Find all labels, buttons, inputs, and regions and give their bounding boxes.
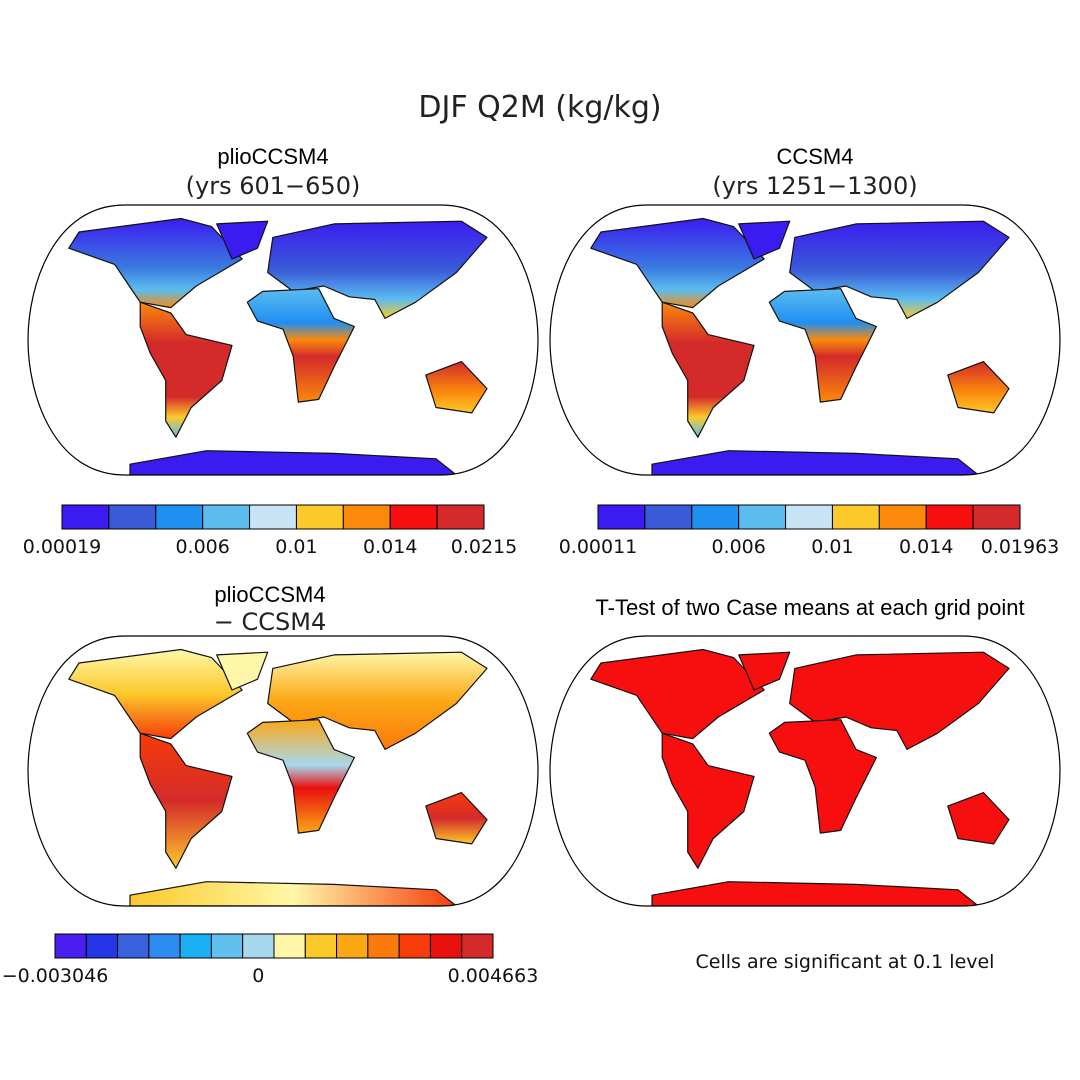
colorbar-label: 0.01: [275, 536, 317, 558]
colorbar-swatch: [436, 504, 485, 530]
map-panel: plioCCSM4 (yrs 601−650) 0.00019 0.006 0.01 0.…: [23, 144, 539, 558]
land: [590, 217, 1010, 475]
map-panel: CCSM4 (yrs 1251−1300) 0.00011 0.006 0.01 0.01…: [549, 144, 1061, 558]
map-frame: [549, 204, 1061, 476]
continent: [590, 648, 765, 740]
colorbar-swatch: [108, 504, 157, 530]
land: [590, 648, 1010, 906]
map-frame: [27, 204, 539, 476]
land: [68, 648, 488, 906]
continent: [947, 792, 1010, 845]
colorbar-swatch: [691, 504, 740, 530]
colorbar-swatch: [644, 504, 693, 530]
land: [68, 217, 488, 475]
panel-subtitle: (yrs 601−650): [186, 172, 361, 200]
colorbar-swatch: [738, 504, 787, 530]
continent: [139, 301, 233, 438]
colorbar-swatch: [367, 933, 400, 959]
colorbar-label: 0: [252, 965, 264, 987]
continent: [216, 651, 269, 691]
continent: [947, 361, 1010, 414]
continent: [651, 450, 979, 475]
colorbar-swatch: [398, 933, 431, 959]
map-frame: [27, 635, 539, 907]
continent: [768, 719, 877, 834]
colorbar-label: 0.01963: [981, 536, 1060, 558]
panel-title: plioCCSM4: [217, 144, 328, 169]
continent: [590, 217, 765, 309]
colorbar-label: 0.006: [711, 536, 765, 558]
continent: [661, 732, 755, 869]
colorbar-swatch: [429, 933, 463, 959]
colorbar-swatch: [831, 504, 880, 530]
figure-title: DJF Q2M (kg/kg): [418, 90, 661, 125]
panel-title: CCSM4: [776, 144, 853, 169]
continent: [129, 450, 457, 475]
map-panel: T-Test of two Case means at each grid po…: [549, 595, 1061, 907]
colorbar-swatch: [785, 504, 833, 530]
continent: [246, 719, 355, 834]
colorbar-swatch: [117, 933, 150, 959]
colorbar-swatch: [336, 933, 369, 959]
continent: [216, 220, 269, 260]
colorbar-swatch: [597, 504, 646, 530]
continent: [425, 792, 488, 845]
map-frame: [549, 635, 1061, 907]
colorbar-swatch: [202, 504, 251, 530]
colorbar-swatch: [179, 933, 212, 959]
colorbar-swatch: [925, 504, 974, 530]
colorbar-label: −0.003046: [2, 965, 109, 987]
colorbar-label: 0.006: [175, 536, 229, 558]
colorbar-label: 0.00011: [559, 536, 638, 558]
colorbar-swatch: [54, 933, 87, 959]
panel-subtitle: − CCSM4: [214, 608, 326, 636]
colorbar-swatch: [210, 933, 244, 959]
colorbar-swatch: [342, 504, 391, 530]
colorbar-swatch: [295, 504, 344, 530]
continent: [661, 301, 755, 438]
continent: [425, 361, 488, 414]
continent: [68, 217, 243, 309]
continent: [651, 881, 979, 906]
panel-title: T-Test of two Case means at each grid po…: [595, 595, 1024, 620]
colorbar-label: 0.00019: [23, 536, 102, 558]
continent: [738, 220, 791, 260]
map-panel: plioCCSM4− CCSM4 −0.003046 0 0.004663: [2, 582, 539, 987]
colorbar-swatch: [461, 933, 494, 959]
colorbar-swatch: [972, 504, 1021, 530]
colorbar-swatch: [85, 933, 119, 959]
colorbar-swatch: [148, 933, 181, 959]
continent: [738, 651, 791, 691]
continent: [768, 288, 877, 403]
continent: [139, 732, 233, 869]
continent: [129, 881, 457, 906]
panel-title: plioCCSM4: [214, 582, 325, 607]
continent: [246, 288, 355, 403]
colorbar-swatch: [273, 933, 306, 959]
colorbar-label: 0.014: [363, 536, 417, 558]
colorbar-swatch: [249, 504, 297, 530]
colorbar-label: 0.004663: [448, 965, 539, 987]
colorbar-swatch: [304, 933, 338, 959]
panel-subtitle: (yrs 1251−1300): [712, 172, 917, 200]
colorbar-label: 0.0215: [451, 536, 517, 558]
footnote: Cells are significant at 0.1 level: [696, 951, 995, 973]
continent: [68, 648, 243, 740]
colorbar-label: 0.014: [899, 536, 953, 558]
colorbar-swatch: [155, 504, 204, 530]
colorbar-swatch: [242, 933, 275, 959]
colorbar-label: 0.01: [811, 536, 853, 558]
colorbar-swatch: [389, 504, 438, 530]
colorbar-swatch: [61, 504, 110, 530]
colorbar-swatch: [878, 504, 927, 530]
